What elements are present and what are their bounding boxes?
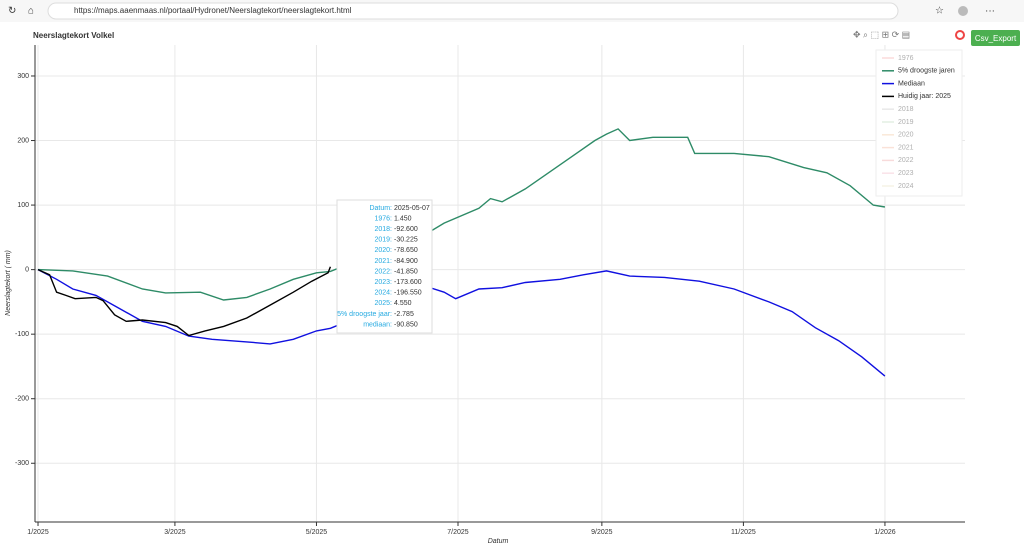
tooltip-label: 2021: bbox=[374, 258, 392, 265]
tooltip-label: mediaan: bbox=[363, 321, 392, 328]
tooltip-value: -2.785 bbox=[394, 311, 414, 318]
tooltip-label: 2022: bbox=[374, 268, 392, 275]
legend-label: 1976 bbox=[898, 55, 914, 62]
legend-label: 2018 bbox=[898, 106, 914, 113]
y-tick-label: -300 bbox=[15, 460, 29, 467]
legend-label: 2022 bbox=[898, 157, 914, 164]
tooltip-label: 2023: bbox=[374, 279, 392, 286]
tooltip-label: 2019: bbox=[374, 237, 392, 244]
legend-label: 2020 bbox=[898, 132, 914, 139]
tooltip-label: 1976: bbox=[374, 215, 392, 222]
home-icon[interactable]: ⌂ bbox=[28, 6, 34, 17]
favorites-icon[interactable]: ☆ bbox=[935, 6, 944, 17]
tooltip-value: 2025-05-07 bbox=[394, 205, 430, 212]
x-tick-label: 1/2026 bbox=[874, 529, 896, 536]
line-series bbox=[37, 268, 886, 377]
x-tick-label: 5/2025 bbox=[306, 529, 328, 536]
legend-label: Huidig jaar: 2025 bbox=[898, 93, 951, 100]
tooltip-value: 1.450 bbox=[394, 215, 412, 222]
line-series bbox=[37, 128, 886, 301]
y-tick-label: -100 bbox=[15, 331, 29, 338]
legend-label: 2023 bbox=[898, 170, 914, 177]
legend-label: 2024 bbox=[898, 183, 914, 190]
x-tick-label: 9/2025 bbox=[591, 529, 613, 536]
legend-label: 5% droogste jaren bbox=[898, 68, 955, 75]
reload-icon[interactable]: ↻ bbox=[8, 6, 16, 17]
y-tick-label: 200 bbox=[17, 137, 29, 144]
tooltip-label: 2020: bbox=[374, 247, 392, 254]
legend-label: Mediaan bbox=[898, 80, 925, 87]
tooltip-value: -173.600 bbox=[394, 279, 422, 286]
line-series bbox=[37, 266, 332, 337]
x-tick-label: 1/2025 bbox=[27, 529, 49, 536]
tooltip-value: 4.550 bbox=[394, 300, 412, 307]
y-axis-label: Neerslagtekort ( mm) bbox=[5, 250, 12, 316]
y-tick-label: 0 bbox=[25, 266, 29, 273]
y-tick-label: -200 bbox=[15, 396, 29, 403]
address-bar[interactable] bbox=[47, 2, 899, 20]
profile-icon[interactable] bbox=[958, 6, 968, 16]
chart-title: Neerslagtekort Volkel bbox=[33, 31, 114, 40]
tooltip-value: -92.600 bbox=[394, 226, 418, 233]
tooltip-label: 2024: bbox=[374, 290, 392, 297]
csv-export-button[interactable]: Csv_Export bbox=[971, 30, 1020, 46]
tooltip-value: -41.850 bbox=[394, 268, 418, 275]
x-tick-label: 11/2025 bbox=[731, 529, 756, 536]
bokeh-logo[interactable] bbox=[955, 30, 965, 40]
y-tick-label: 100 bbox=[17, 202, 29, 209]
toolbar[interactable]: ✥ ⌕ ⬚ ⊞ ⟳ ▤ bbox=[853, 29, 910, 39]
tooltip-label: 2025: bbox=[374, 300, 392, 307]
x-tick-label: 7/2025 bbox=[447, 529, 469, 536]
x-tick-label: 3/2025 bbox=[164, 529, 186, 536]
tooltip-value: -84.900 bbox=[394, 258, 418, 265]
tooltip-value: -78.650 bbox=[394, 247, 418, 254]
tooltip-label: Datum: bbox=[369, 205, 392, 212]
tooltip-label: 2018: bbox=[374, 226, 392, 233]
tooltip-value: -196.550 bbox=[394, 290, 422, 297]
legend-label: 2019 bbox=[898, 119, 914, 126]
legend-label: 2021 bbox=[898, 144, 914, 151]
url: https://maps.aaenmaas.nl/portaal/Hydrone… bbox=[74, 6, 352, 15]
menu-icon[interactable]: ··· bbox=[985, 6, 995, 17]
y-tick-label: 300 bbox=[17, 73, 29, 80]
x-axis-label: Datum bbox=[488, 538, 509, 545]
legend-box bbox=[875, 49, 963, 197]
tooltip-label: 5% droogste jaar: bbox=[337, 311, 392, 318]
tooltip-value: -30.225 bbox=[394, 237, 418, 244]
tooltip bbox=[336, 199, 433, 334]
tooltip-value: -90.850 bbox=[394, 321, 418, 328]
